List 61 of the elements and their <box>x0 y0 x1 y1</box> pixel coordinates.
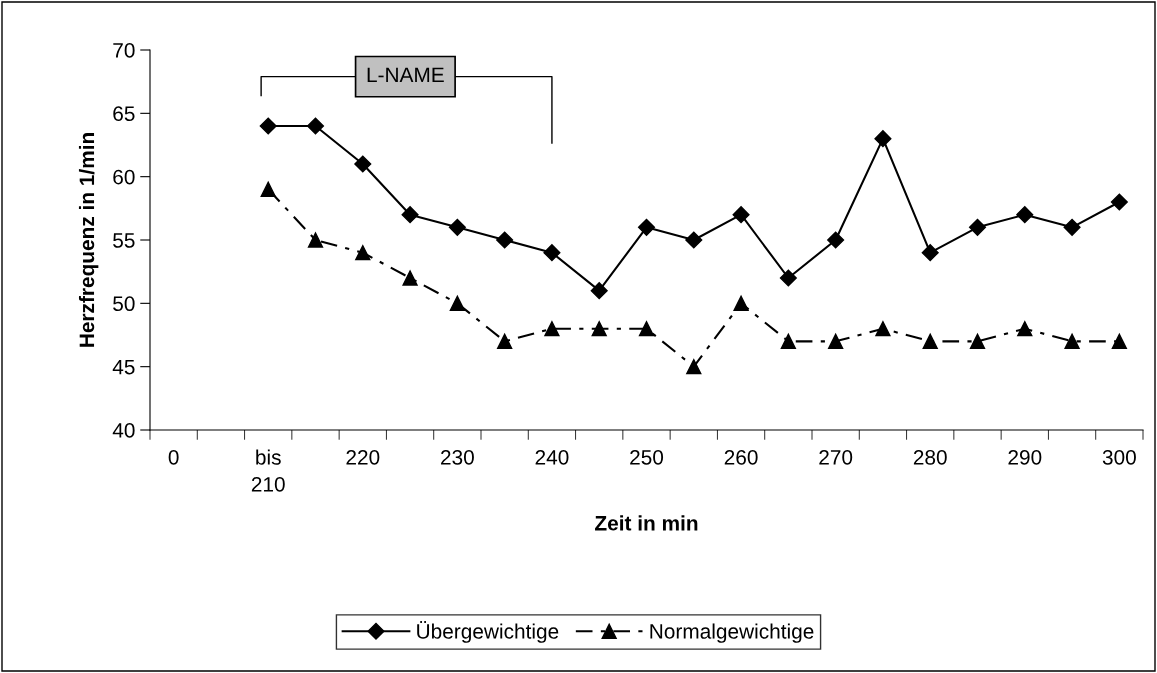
point <box>1064 333 1080 349</box>
point <box>259 117 277 135</box>
x-tick-label: 260 <box>724 449 758 465</box>
point <box>968 218 987 236</box>
x-tick-label: 0 <box>168 449 179 465</box>
x-tick-label: 250 <box>630 449 664 465</box>
point <box>875 321 891 337</box>
point <box>921 244 939 262</box>
point <box>448 218 466 236</box>
x-tick-label: 300 <box>1102 449 1136 465</box>
point <box>591 321 607 337</box>
point <box>1110 193 1128 211</box>
legend-label: Normalgewichtige <box>650 623 814 643</box>
point <box>401 206 419 224</box>
point <box>1016 206 1034 224</box>
point <box>544 321 560 337</box>
legend-label: Übergewichtige <box>417 621 559 643</box>
point <box>543 244 561 262</box>
point <box>260 181 276 197</box>
x-tick-label: 270 <box>819 449 853 465</box>
point <box>354 155 372 173</box>
point <box>637 218 656 236</box>
y-tick-label: 65 <box>113 106 135 122</box>
x-tick-label: 220 <box>346 449 380 465</box>
point <box>733 295 749 311</box>
point <box>780 333 796 349</box>
point <box>307 232 324 248</box>
point <box>497 333 513 349</box>
annotation: L-NAME <box>367 67 444 82</box>
point <box>685 231 703 249</box>
y-tick-label: 55 <box>113 233 135 248</box>
x-tick-label: 290 <box>1008 449 1042 465</box>
y-tick-label: 40 <box>112 423 135 438</box>
x-axis-title: Zeit in min <box>595 515 698 531</box>
point <box>402 270 418 286</box>
y-tick-label: 45 <box>112 359 135 375</box>
point <box>496 231 514 249</box>
y-tick-label: 70 <box>113 43 135 58</box>
point <box>779 269 797 287</box>
point <box>590 282 608 300</box>
point <box>827 231 845 249</box>
point <box>449 295 465 311</box>
point <box>306 117 325 135</box>
y-tick-label: 50 <box>113 296 135 312</box>
point <box>969 333 986 349</box>
point <box>922 333 938 349</box>
point <box>732 206 750 224</box>
point <box>1063 218 1081 236</box>
point <box>874 130 892 148</box>
point <box>355 245 371 261</box>
point <box>686 359 702 375</box>
point <box>1017 321 1033 337</box>
x-tick-label: 280 <box>913 449 947 465</box>
x-tick-label: 240 <box>535 449 569 465</box>
point <box>1111 333 1127 349</box>
x-tick-label: 230 <box>441 449 474 465</box>
x-tick-label: bis 210 <box>251 449 285 492</box>
y-tick-label: 60 <box>113 169 135 185</box>
point <box>638 321 655 337</box>
y-axis-title: Herzfrequenz in 1/min <box>78 133 99 347</box>
point <box>828 333 844 349</box>
